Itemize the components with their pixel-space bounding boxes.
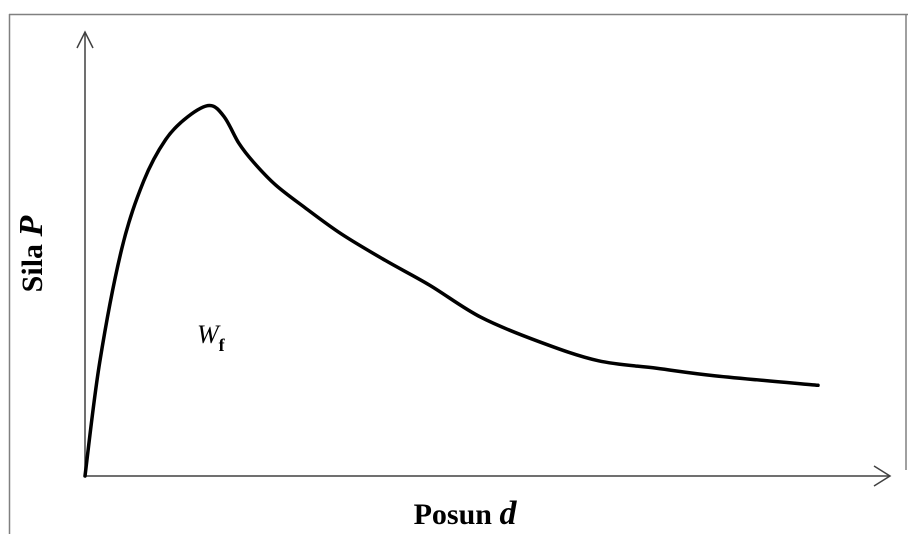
x-axis-title-text: Posun bbox=[414, 498, 500, 531]
series-line-0 bbox=[83, 103, 820, 478]
y-axis-title: Sila P bbox=[13, 215, 50, 292]
area-annotation-subscript: f bbox=[219, 335, 226, 355]
area-annotation-symbol: W bbox=[197, 320, 221, 349]
chart-frame bbox=[8, 13, 908, 534]
axes bbox=[76, 30, 892, 487]
y-axis-title-variable: P bbox=[13, 215, 50, 237]
area-annotation: Wf bbox=[197, 320, 226, 355]
y-axis-arrowhead bbox=[76, 30, 94, 49]
y-axis-title-text: Sila bbox=[16, 236, 49, 292]
x-axis-title-variable: d bbox=[499, 495, 517, 532]
x-axis-title: Posun d bbox=[414, 495, 518, 532]
x-axis-arrowhead bbox=[873, 465, 892, 487]
series-layer bbox=[83, 103, 820, 478]
